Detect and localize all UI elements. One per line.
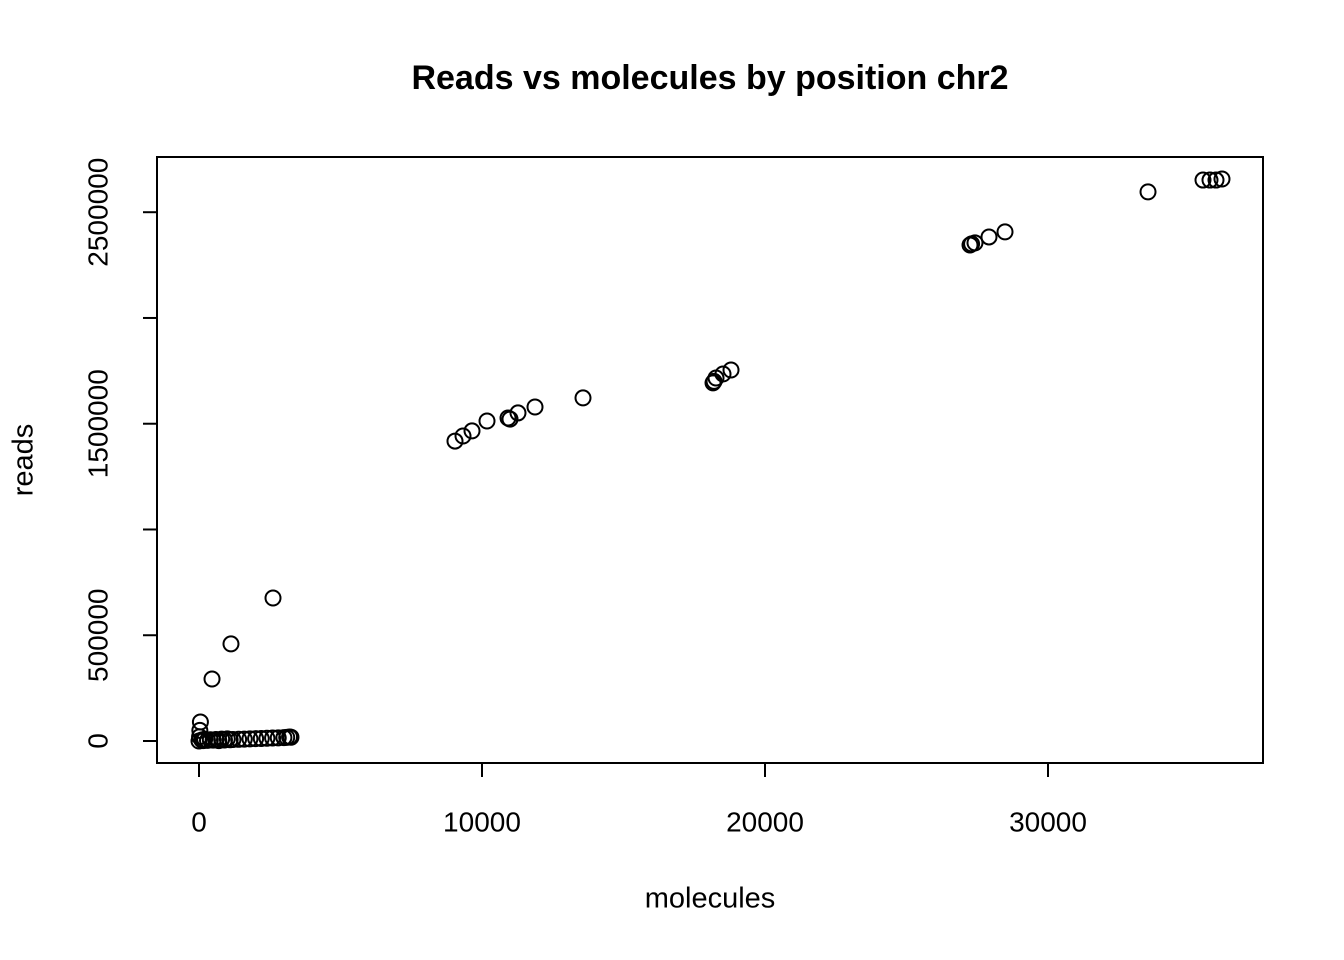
x-tick-label: 0 [191,806,207,837]
point [463,422,481,440]
point [241,730,259,748]
point [1213,170,1231,188]
point [1194,171,1212,189]
point [203,670,221,688]
point [252,729,270,747]
point [509,404,527,422]
y-axis-label: reads [8,424,40,497]
point [258,729,276,747]
point [269,729,287,747]
point [264,589,282,607]
y-tick-label: 2500000 [82,158,113,267]
point [526,398,544,416]
x-tick-label: 30000 [1009,806,1087,837]
point [1201,171,1219,189]
point [1207,171,1225,189]
point [282,728,300,746]
y-tick-label: 500000 [82,589,113,682]
point [966,234,984,252]
point [230,730,248,748]
x-tick-label: 10000 [443,806,521,837]
x-axis-label: molecules [645,883,776,915]
point [247,730,265,748]
point [980,228,998,246]
point [722,361,740,379]
point [454,427,472,445]
y-tick-label: 1500000 [82,369,113,478]
point [224,731,242,749]
point [191,713,209,731]
plot-box [156,156,1264,764]
x-tick-label: 20000 [726,806,804,837]
y-tick-label: 0 [82,733,113,749]
point [714,365,732,383]
chart-title: Reads vs molecules by position chr2 [411,59,1008,97]
point [574,389,592,407]
point [996,223,1014,241]
point [1139,183,1157,201]
point [222,635,240,653]
point [235,730,253,748]
point [478,412,496,430]
